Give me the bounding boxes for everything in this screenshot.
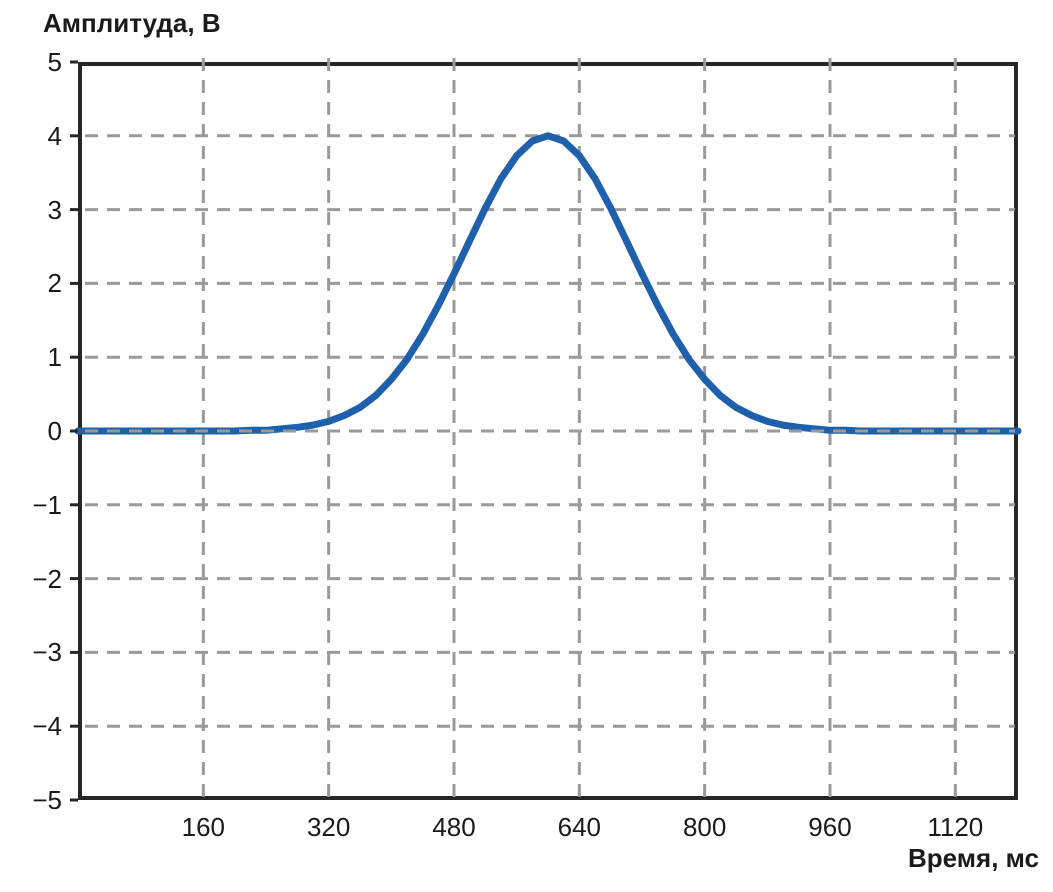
y-tick-label: −3 [32, 637, 62, 668]
y-tick-label: 3 [47, 194, 62, 225]
y-axis-title: Амплитуда, В [43, 8, 221, 38]
y-tick-label: −2 [32, 563, 62, 594]
y-tick-label: −1 [32, 489, 62, 520]
x-tick-label: 960 [808, 812, 852, 842]
y-tick-label: −4 [32, 711, 62, 742]
y-tick-label: −5 [32, 785, 62, 815]
x-tick-label: 160 [181, 812, 226, 842]
x-tick-label: 800 [682, 812, 727, 842]
x-tick-label: 1120 [927, 812, 984, 842]
y-tick-label: 5 [47, 47, 62, 77]
x-tick-label: 320 [306, 812, 351, 842]
x-tick-label: 640 [557, 812, 602, 842]
y-tick-label: 1 [47, 342, 62, 373]
y-tick-label: 2 [47, 268, 62, 299]
y-tick-label: 4 [47, 120, 62, 151]
x-axis-title: Время, мс [908, 843, 1039, 873]
y-tick-label: 0 [47, 416, 62, 446]
x-tick-label: 480 [432, 812, 476, 842]
